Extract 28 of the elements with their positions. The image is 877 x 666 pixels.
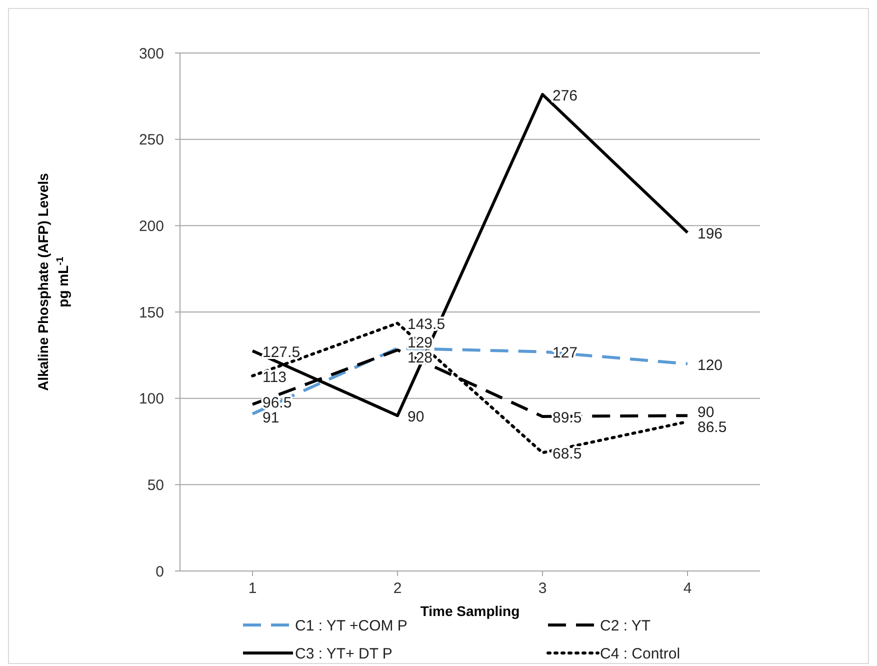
- data-label: 120: [698, 356, 723, 374]
- x-axis-title: Time Sampling: [420, 603, 520, 619]
- data-label: 96.5: [262, 394, 292, 412]
- legend-label: C3 : YT+ DT P: [295, 645, 392, 662]
- data-label: 127: [552, 344, 578, 362]
- legend-label: C1 : YT +COM P: [295, 617, 408, 634]
- legend-label: C2 : YT: [600, 617, 651, 634]
- data-label: 276: [552, 87, 578, 104]
- data-label: 113: [262, 368, 286, 386]
- data-label: 90: [698, 404, 714, 422]
- y-tick-label: 150: [138, 304, 164, 322]
- y-tick-label: 200: [138, 218, 164, 235]
- x-tick-label: 3: [538, 580, 547, 597]
- data-label: 196: [698, 226, 723, 243]
- legend-label: C4 : Control: [600, 645, 680, 662]
- data-label: 68.5: [552, 446, 582, 463]
- y-tick-label: 300: [138, 45, 164, 62]
- y-tick-label: 0: [156, 563, 164, 580]
- data-label: 127.5: [262, 344, 300, 361]
- x-tick-label: 1: [248, 580, 257, 597]
- data-label: 91: [262, 410, 280, 427]
- data-label: 86.5: [698, 419, 727, 436]
- x-tick-label: 2: [393, 580, 402, 597]
- data-label: 90: [408, 408, 424, 426]
- x-tick-label: 4: [683, 580, 692, 597]
- y-tick-label: 100: [138, 390, 164, 408]
- y-tick-label: 250: [138, 132, 164, 149]
- y-tick-label: 50: [147, 476, 164, 494]
